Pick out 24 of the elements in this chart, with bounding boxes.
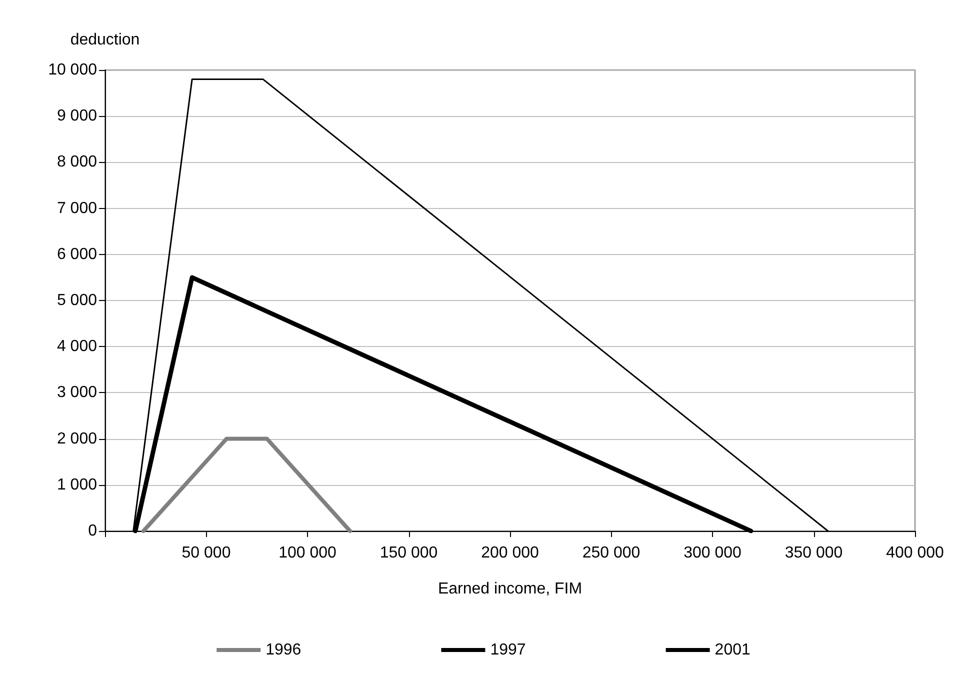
x-tick-label: 300 000: [684, 544, 742, 562]
x-axis-title: Earned income, FIM: [438, 580, 582, 598]
x-tick-label: 350 000: [784, 544, 843, 562]
x-tick-label: 50 000: [182, 544, 231, 562]
x-tick-label: 200 000: [481, 544, 540, 562]
y-tick-label: 10 000: [48, 62, 98, 78]
legend-label: 1996: [266, 642, 302, 658]
y-tick-label: 6 000: [56, 246, 98, 263]
y-tick-label: 3 000: [56, 384, 98, 402]
y-tick-label: 8 000: [56, 154, 98, 171]
y-tick-label: 9 000: [56, 108, 98, 125]
y-tick-label: 7 000: [56, 200, 98, 217]
y-tick-label: 2 000: [56, 430, 98, 448]
x-tick-label: 250 000: [582, 544, 640, 562]
x-tick-label: 100 000: [278, 544, 337, 562]
y-axis-title: deduction: [70, 32, 140, 48]
y-tick-label: 0: [88, 522, 98, 540]
y-tick-label: 1 000: [56, 476, 98, 494]
legend-label: 2001: [714, 642, 750, 658]
legend-label: 1997: [490, 642, 526, 658]
x-tick-label: 150 000: [380, 544, 438, 562]
x-tick-label: 400 000: [886, 544, 944, 562]
y-tick-label: 4 000: [56, 338, 98, 356]
y-tick-label: 5 000: [56, 292, 98, 309]
